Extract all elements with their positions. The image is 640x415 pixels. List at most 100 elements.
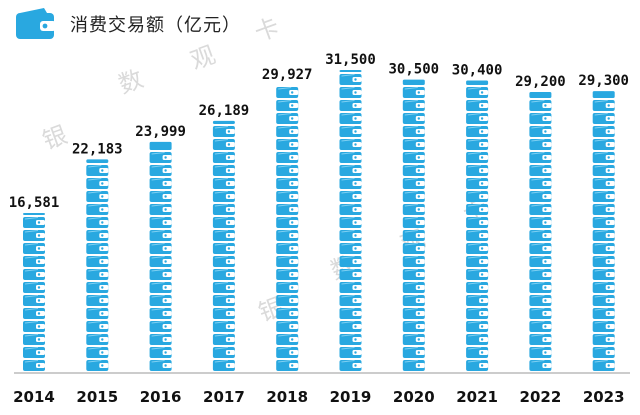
wallet-tile (276, 269, 299, 280)
wallet-tile (149, 347, 172, 358)
wallet-tile (276, 347, 299, 358)
wallet-tile (592, 243, 615, 254)
wallet-tile (23, 269, 45, 280)
wallet-tile (466, 295, 489, 306)
wallet-tile (592, 334, 615, 345)
bar (23, 213, 45, 371)
wallet-tile (592, 360, 615, 371)
value-label: 22,183 (72, 141, 123, 157)
wallet-tile (402, 243, 425, 254)
wallet-tile-partial (212, 120, 235, 124)
wallet-tile (212, 152, 235, 163)
wallet-tile (339, 334, 362, 345)
wallet-tile (402, 347, 425, 358)
wallet-tile (86, 178, 109, 189)
wallet-tile (402, 87, 425, 98)
wallet-tile (212, 165, 235, 176)
bar (466, 80, 489, 371)
wallet-tile (86, 347, 109, 358)
wallet-tile (23, 308, 45, 319)
wallet-tile (149, 308, 172, 319)
wallet-tile (402, 282, 425, 293)
wallet-tile (339, 269, 362, 280)
wallet-tile (339, 360, 362, 371)
category-label: 2020 (393, 388, 435, 406)
category-label: 2014 (13, 388, 55, 406)
wallet-tile (212, 230, 235, 241)
wallet-tile (466, 347, 489, 358)
wallet-tile (23, 321, 45, 332)
wallet-tile (529, 347, 552, 358)
wallet-tile (23, 230, 45, 241)
wallet-tile (339, 217, 362, 228)
wallet-tile (149, 334, 172, 345)
wallet-tile (402, 334, 425, 345)
wallet-tile (212, 256, 235, 267)
wallet-tile (86, 321, 109, 332)
wallet-tile (592, 308, 615, 319)
wallet-tile (529, 204, 552, 215)
wallet-tile (529, 113, 552, 124)
wallet-tile (466, 217, 489, 228)
wallet-tile (23, 295, 45, 306)
wallet-tile (339, 347, 362, 358)
wallet-tile (466, 139, 489, 150)
wallet-tile (86, 256, 109, 267)
wallet-tile (529, 191, 552, 202)
wallet-tile (86, 308, 109, 319)
wallet-tile (212, 308, 235, 319)
wallet-tile (149, 191, 172, 202)
wallet-tile (86, 165, 109, 176)
wallet-tile (212, 139, 235, 150)
wallet-tile (529, 295, 552, 306)
wallet-tile (339, 139, 362, 150)
wallet-tile (529, 256, 552, 267)
wallet-tile (466, 282, 489, 293)
wallet-tile (276, 321, 299, 332)
wallet-tile (276, 360, 299, 371)
wallet-tile (466, 308, 489, 319)
value-label: 26,189 (199, 103, 250, 119)
wallet-tile (402, 321, 425, 332)
wallet-tile (466, 204, 489, 215)
wallet-tile (276, 308, 299, 319)
wallet-tile (466, 191, 489, 202)
wallet-tile (339, 152, 362, 163)
wallet-tile (466, 243, 489, 254)
bar (592, 91, 615, 371)
wallet-tile (466, 113, 489, 124)
bar (529, 92, 552, 371)
wallet-tile (339, 126, 362, 137)
wallet-tile-partial (86, 159, 109, 163)
wallet-tile (212, 204, 235, 215)
value-label: 29,300 (578, 73, 629, 89)
wallet-tile (466, 87, 489, 98)
wallet-tile (212, 269, 235, 280)
wallet-tile (592, 139, 615, 150)
wallet-tile (466, 152, 489, 163)
wallet-tile (276, 204, 299, 215)
wallet-tile (86, 243, 109, 254)
wallet-tile (276, 152, 299, 163)
category-label: 2023 (583, 388, 625, 406)
wallet-tile (529, 269, 552, 280)
wallet-tile (529, 334, 552, 345)
wallet-tile (402, 204, 425, 215)
wallet-tile (86, 282, 109, 293)
wallet-tile (466, 100, 489, 111)
wallet-tile (529, 165, 552, 176)
wallet-tile (402, 308, 425, 319)
wallet-tile (276, 282, 299, 293)
wallet-tile (466, 230, 489, 241)
wallet-tile (276, 295, 299, 306)
wallet-tile (276, 139, 299, 150)
wallet-tile (529, 152, 552, 163)
wallet-tile (212, 178, 235, 189)
wallet-tile (23, 217, 45, 228)
category-label: 2017 (203, 388, 245, 406)
wallet-tile (592, 269, 615, 280)
category-label: 2021 (456, 388, 498, 406)
value-label: 23,999 (135, 124, 186, 140)
wallet-tile (402, 230, 425, 241)
